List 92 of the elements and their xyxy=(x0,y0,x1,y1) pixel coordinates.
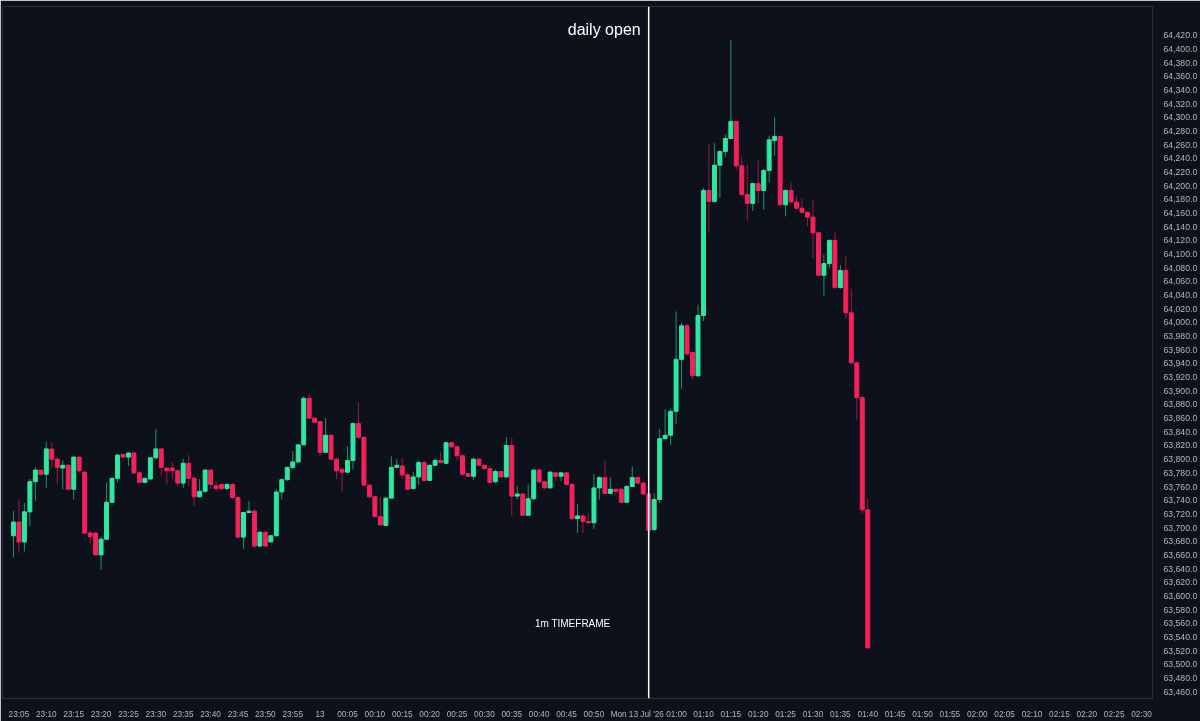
y-tick-label: 63,660.0 xyxy=(1163,549,1198,560)
y-tick-label: 64,120.0 xyxy=(1163,235,1198,246)
x-tick-label: 02:00 xyxy=(966,709,988,719)
annotation: 1m TIMEFRAME xyxy=(534,617,611,629)
x-tick-label: 01:15 xyxy=(720,709,742,719)
x-tick-label: 23:15 xyxy=(63,709,85,719)
x-tick-label: 00:10 xyxy=(364,709,386,719)
x-tick-label: 01:30 xyxy=(802,709,824,719)
y-tick-label: 63,960.0 xyxy=(1163,344,1198,355)
x-tick-label: 00:45 xyxy=(556,709,578,719)
x-tick-label: 23:20 xyxy=(90,709,112,719)
y-tick-label: 64,040.0 xyxy=(1163,290,1198,301)
x-tick-label: 01:25 xyxy=(775,709,797,719)
x-tick-label: 23:25 xyxy=(118,709,140,719)
x-tick-label: 13 xyxy=(315,709,326,719)
y-tick-label: 64,060.0 xyxy=(1163,276,1198,287)
x-tick-label: 02:05 xyxy=(994,709,1016,719)
x-tick-label: 23:05 xyxy=(8,709,30,719)
y-tick-label: 64,320.0 xyxy=(1163,98,1198,109)
y-tick-label: 63,460.0 xyxy=(1163,686,1198,697)
x-tick-label: 00:35 xyxy=(501,709,523,719)
y-tick-label: 63,560.0 xyxy=(1163,618,1198,629)
y-tick-label: 64,220.0 xyxy=(1163,166,1198,177)
x-tick-label: 01:55 xyxy=(939,709,961,719)
x-tick-label: 23:50 xyxy=(255,709,277,719)
y-tick-label: 63,840.0 xyxy=(1163,426,1198,437)
x-tick-label: 00:15 xyxy=(391,709,413,719)
x-tick-label: 01:35 xyxy=(830,709,852,719)
y-tick-label: 63,800.0 xyxy=(1163,454,1198,465)
x-tick-label: 00:40 xyxy=(528,709,550,719)
y-tick-label: 63,920.0 xyxy=(1163,372,1198,383)
x-tick-label: 02:15 xyxy=(1049,709,1071,719)
y-tick-label: 63,520.0 xyxy=(1163,645,1198,656)
y-tick-label: 64,200.0 xyxy=(1163,180,1198,191)
y-tick-label: 63,620.0 xyxy=(1163,577,1198,588)
x-tick-label: Mon 13 Jul '26 01:00 xyxy=(610,709,688,719)
ref-line-label: daily open xyxy=(567,20,641,38)
y-tick-label: 63,900.0 xyxy=(1163,385,1198,396)
y-tick-label: 64,400.0 xyxy=(1163,43,1198,54)
x-tick-label: 02:10 xyxy=(1021,709,1043,719)
y-tick-label: 64,080.0 xyxy=(1163,262,1198,273)
x-tick-label: 01:10 xyxy=(693,709,715,719)
y-tick-label: 64,420.0 xyxy=(1163,30,1198,41)
y-tick-label: 63,740.0 xyxy=(1163,495,1198,506)
y-tick-label: 64,160.0 xyxy=(1163,208,1198,219)
y-tick-label: 63,480.0 xyxy=(1163,672,1198,683)
y-tick-label: 64,000.0 xyxy=(1163,317,1198,328)
x-tick-label: 23:55 xyxy=(282,709,304,719)
x-tick-label: 01:50 xyxy=(912,709,934,719)
y-tick-label: 64,380.0 xyxy=(1163,57,1198,68)
y-tick-label: 63,700.0 xyxy=(1163,522,1198,533)
x-tick-label: 23:40 xyxy=(200,709,222,719)
y-tick-label: 64,240.0 xyxy=(1163,153,1198,164)
x-tick-label: 02:25 xyxy=(1103,709,1125,719)
y-tick-label: 63,540.0 xyxy=(1163,631,1198,642)
y-tick-label: 63,820.0 xyxy=(1163,440,1198,451)
y-tick-label: 63,500.0 xyxy=(1163,659,1198,670)
y-tick-label: 63,980.0 xyxy=(1163,331,1198,342)
y-tick-label: 63,680.0 xyxy=(1163,536,1198,547)
x-tick-label: 00:20 xyxy=(419,709,441,719)
x-tick-label: 02:30 xyxy=(1131,709,1153,719)
y-tick-label: 64,140.0 xyxy=(1163,221,1198,232)
y-tick-label: 63,780.0 xyxy=(1163,467,1198,478)
x-tick-label: 02:20 xyxy=(1076,709,1098,719)
x-tick-label: 00:05 xyxy=(337,709,359,719)
x-tick-label: 01:40 xyxy=(857,709,879,719)
y-tick-label: 64,280.0 xyxy=(1163,125,1198,136)
y-tick-label: 63,720.0 xyxy=(1163,508,1198,519)
x-tick-label: 00:50 xyxy=(583,709,605,719)
x-tick-label: 23:30 xyxy=(145,709,167,719)
x-tick-label: 23:35 xyxy=(172,709,194,719)
candlestick xyxy=(65,463,71,491)
x-tick-label: 23:10 xyxy=(35,709,58,719)
y-tick-label: 64,260.0 xyxy=(1163,139,1198,150)
y-tick-label: 64,360.0 xyxy=(1163,71,1198,82)
y-tick-label: 64,300.0 xyxy=(1163,112,1198,123)
y-tick-label: 64,100.0 xyxy=(1163,249,1198,260)
y-tick-label: 63,580.0 xyxy=(1163,604,1198,615)
x-tick-label: 01:45 xyxy=(884,709,906,719)
y-tick-label: 64,020.0 xyxy=(1163,303,1198,314)
x-tick-label: 23:45 xyxy=(227,709,249,719)
y-tick-label: 64,340.0 xyxy=(1163,84,1198,95)
y-tick-label: 63,640.0 xyxy=(1163,563,1198,574)
y-tick-label: 63,880.0 xyxy=(1163,399,1198,410)
x-tick-label: 01:20 xyxy=(747,709,769,719)
y-tick-label: 63,940.0 xyxy=(1163,358,1198,369)
y-tick-label: 63,600.0 xyxy=(1163,590,1198,601)
x-tick-label: 00:25 xyxy=(446,709,468,719)
y-tick-label: 63,860.0 xyxy=(1163,413,1198,424)
y-tick-label: 63,760.0 xyxy=(1163,481,1198,492)
y-tick-label: 64,180.0 xyxy=(1163,194,1198,205)
x-tick-label: 00:30 xyxy=(474,709,496,719)
